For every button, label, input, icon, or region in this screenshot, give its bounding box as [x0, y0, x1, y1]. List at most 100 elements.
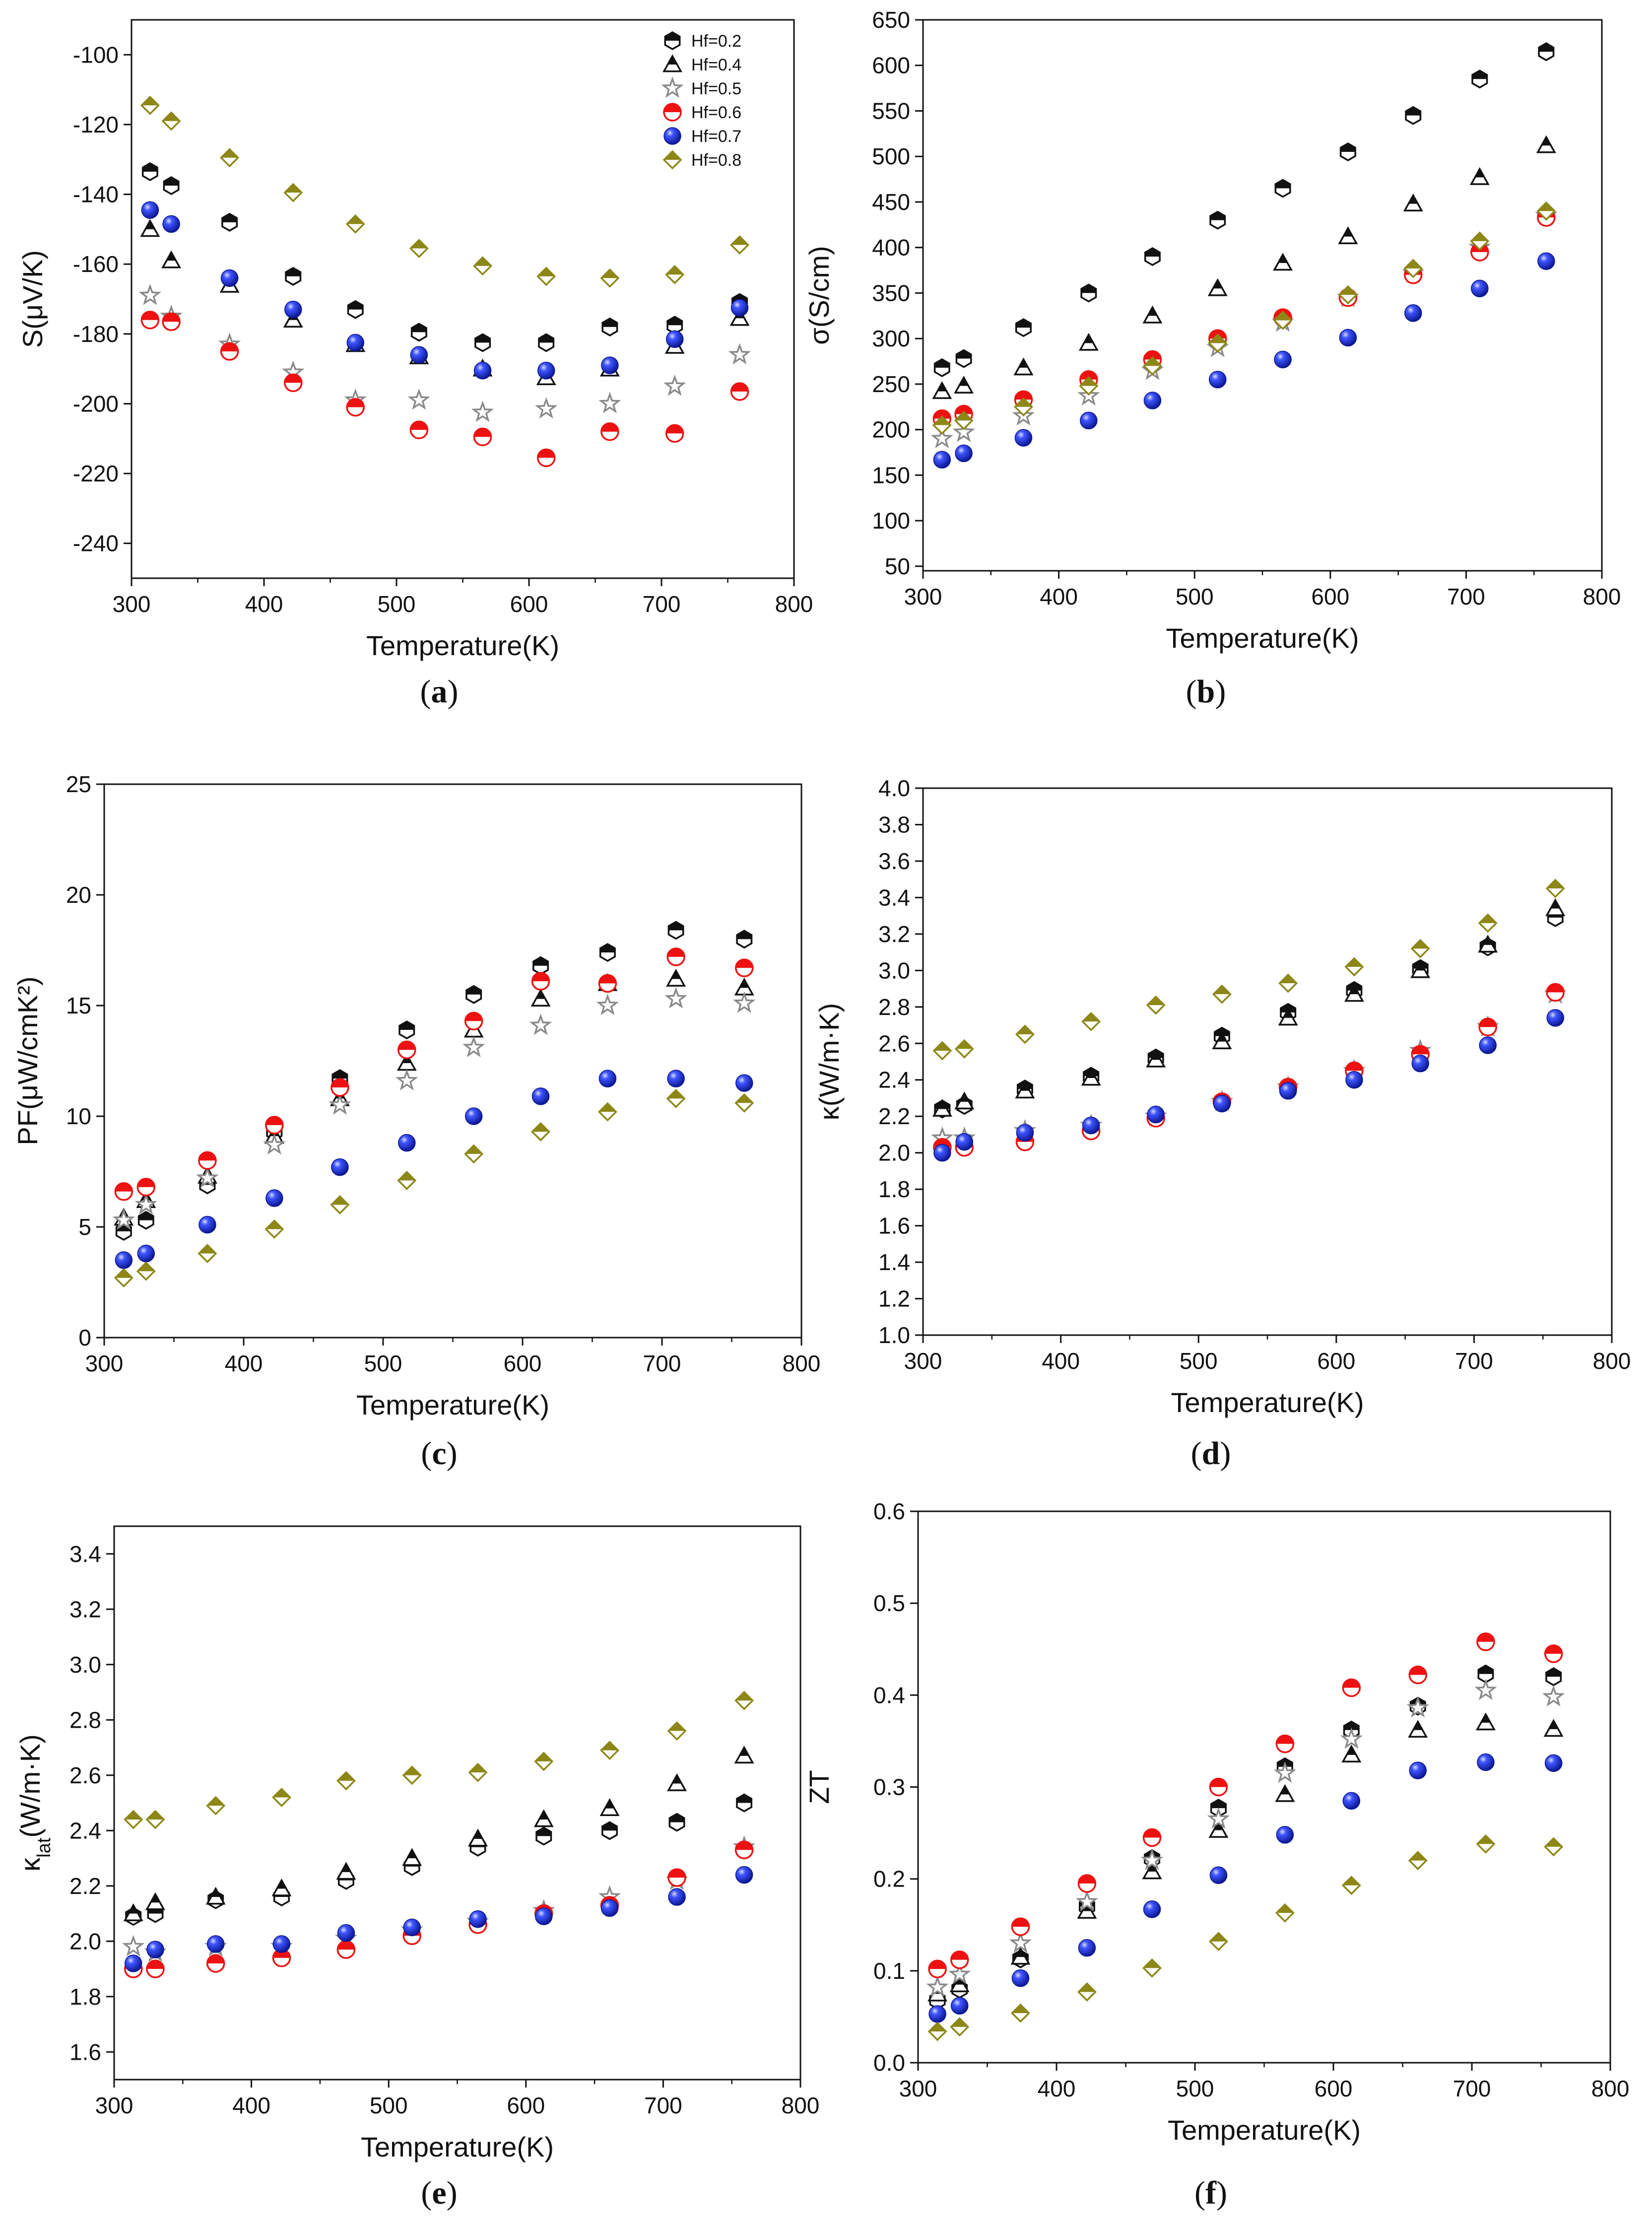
- x-tick-label: 400: [225, 1351, 263, 1376]
- x-tick-label: 400: [1040, 584, 1078, 609]
- data-point: [949, 1974, 970, 1992]
- legend-marker: [664, 31, 681, 51]
- data-point: [1075, 1890, 1099, 1912]
- data-point: [124, 1810, 143, 1829]
- y-tick-label: 2.4: [69, 1818, 101, 1843]
- y-axis-title: κ(W/m·K): [813, 1003, 845, 1120]
- data-point: [1077, 1874, 1097, 1893]
- y-axis-title: PF(μW/cmK²): [12, 976, 43, 1145]
- y-tick-label: 550: [872, 98, 910, 124]
- data-point: [284, 300, 302, 319]
- data-point: [162, 215, 180, 233]
- data-point: [1207, 1807, 1230, 1829]
- x-tick-label: 600: [1317, 1348, 1355, 1374]
- data-point: [1342, 1678, 1361, 1697]
- data-point: [537, 361, 555, 380]
- y-tick-label: 1.2: [878, 1286, 910, 1312]
- data-point: [928, 2005, 946, 2023]
- x-tick-label: 500: [370, 2093, 408, 2118]
- data-point: [1478, 935, 1498, 953]
- data-point: [596, 994, 619, 1015]
- x-tick-label: 600: [1311, 584, 1349, 609]
- data-point: [666, 947, 685, 966]
- series-Hf=0.8: [932, 201, 1556, 435]
- panel-caption: (d): [1191, 1435, 1231, 1472]
- data-point: [536, 448, 556, 468]
- data-point: [1146, 1049, 1166, 1068]
- data-point: [1275, 1784, 1295, 1802]
- data-point: [1273, 253, 1293, 271]
- data-point: [1077, 1982, 1097, 2002]
- data-point: [600, 422, 619, 441]
- y-axis-title: σ(S/cm): [803, 246, 835, 344]
- series-Hf=0.8: [114, 1088, 754, 1288]
- series-Hf=0.8: [932, 878, 1565, 1061]
- data-point: [398, 1134, 416, 1152]
- data-point: [730, 235, 750, 255]
- y-tick-label: 250: [872, 371, 910, 397]
- series-Hf=0.4: [123, 1746, 754, 1921]
- data-point: [1408, 1665, 1427, 1685]
- data-point: [534, 1752, 554, 1771]
- x-axis-title: Temperature(K): [366, 630, 559, 661]
- data-point: [1341, 1876, 1361, 1895]
- data-point: [1536, 201, 1556, 221]
- data-point: [529, 1013, 552, 1035]
- data-point: [1545, 1667, 1562, 1687]
- data-point: [954, 1091, 975, 1110]
- data-point: [1538, 42, 1555, 62]
- legend-label: Hf=0.4: [691, 56, 741, 74]
- y-tick-label: 200: [872, 417, 910, 443]
- data-point: [1544, 1837, 1564, 1857]
- data-point: [1208, 370, 1227, 389]
- y-axis-title: S(μV/K): [17, 250, 48, 348]
- data-point: [206, 1954, 225, 1973]
- data-point: [1537, 252, 1555, 270]
- data-point: [1274, 350, 1292, 369]
- data-point: [955, 444, 973, 463]
- data-point: [532, 956, 549, 975]
- y-tick-label: 0.0: [873, 2050, 905, 2076]
- data-point: [162, 312, 181, 331]
- y-tick-label: 2.2: [69, 1873, 101, 1899]
- panel-caption: (c): [421, 1435, 457, 1472]
- data-point: [950, 1997, 969, 2015]
- data-point: [950, 1950, 969, 1969]
- y-tick-label: -220: [73, 461, 119, 486]
- y-tick-label: 20: [66, 882, 91, 908]
- data-point: [667, 1868, 686, 1887]
- data-point: [932, 415, 952, 435]
- data-point: [263, 1133, 286, 1155]
- data-point: [1212, 1031, 1232, 1049]
- y-tick-label: 2.6: [69, 1762, 101, 1788]
- series-Hf=0.2: [141, 162, 748, 352]
- y-tick-label: 2.4: [878, 1067, 910, 1093]
- data-point: [733, 991, 756, 1013]
- data-point: [1409, 1761, 1427, 1779]
- series-Hf=0.2: [933, 42, 1555, 377]
- data-point: [336, 1862, 356, 1880]
- data-point: [283, 183, 303, 203]
- data-point: [468, 1828, 488, 1847]
- data-point: [948, 1962, 971, 1984]
- y-tick-label: 3.2: [878, 921, 910, 947]
- data-point: [666, 968, 686, 987]
- data-point: [736, 1793, 753, 1813]
- data-point: [1544, 1754, 1563, 1772]
- data-point: [410, 346, 428, 364]
- data-point: [954, 1039, 974, 1059]
- legend-item: Hf=0.5: [661, 76, 741, 98]
- data-point: [599, 943, 616, 962]
- data-point: [1469, 167, 1490, 185]
- data-point: [1209, 210, 1226, 230]
- data-point: [735, 1074, 753, 1092]
- data-point: [1011, 1917, 1030, 1936]
- data-point: [1207, 278, 1228, 296]
- data-point: [663, 374, 686, 396]
- data-point: [1410, 960, 1431, 978]
- data-point: [473, 256, 493, 276]
- y-tick-label: -200: [73, 391, 119, 416]
- data-point: [396, 1069, 418, 1091]
- data-point: [665, 265, 685, 284]
